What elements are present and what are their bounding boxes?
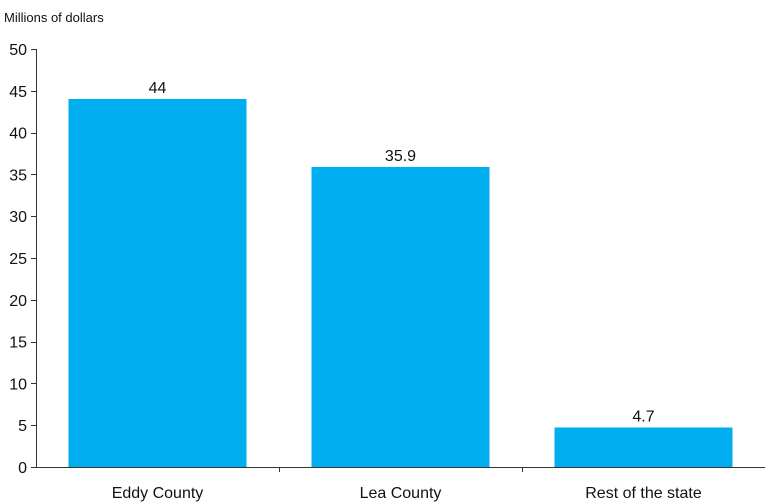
y-tick-label: 0 (18, 460, 27, 477)
bar (554, 427, 733, 467)
bars (68, 99, 733, 467)
x-tick-label: Rest of the state (585, 485, 702, 502)
y-tick-label: 15 (9, 335, 27, 352)
x-tick-label: Eddy County (112, 485, 204, 502)
bar (311, 166, 490, 467)
y-tick-label: 45 (9, 84, 27, 101)
data-label: 35.9 (385, 148, 416, 165)
y-tick-label: 30 (9, 209, 27, 226)
bar (68, 99, 247, 467)
y-tick-label: 35 (9, 167, 27, 184)
data-labels: 44 35.9 4.7 (149, 80, 655, 426)
y-tick-label: 50 (9, 42, 27, 59)
x-tick-label: Lea County (360, 485, 442, 502)
y-axis-ticks: 0 5 10 15 20 25 30 35 40 45 50 (9, 42, 36, 477)
data-label: 4.7 (632, 409, 654, 426)
x-axis-ticks (279, 467, 523, 472)
x-axis-labels: Eddy County Lea County Rest of the state (112, 485, 702, 502)
data-label: 44 (149, 80, 167, 97)
y-tick-label: 40 (9, 126, 27, 143)
y-tick-label: 10 (9, 376, 27, 393)
y-axis-unit-label: Millions of dollars (4, 10, 104, 25)
y-tick-label: 5 (18, 418, 27, 435)
y-tick-label: 20 (9, 293, 27, 310)
y-tick-label: 25 (9, 251, 27, 268)
